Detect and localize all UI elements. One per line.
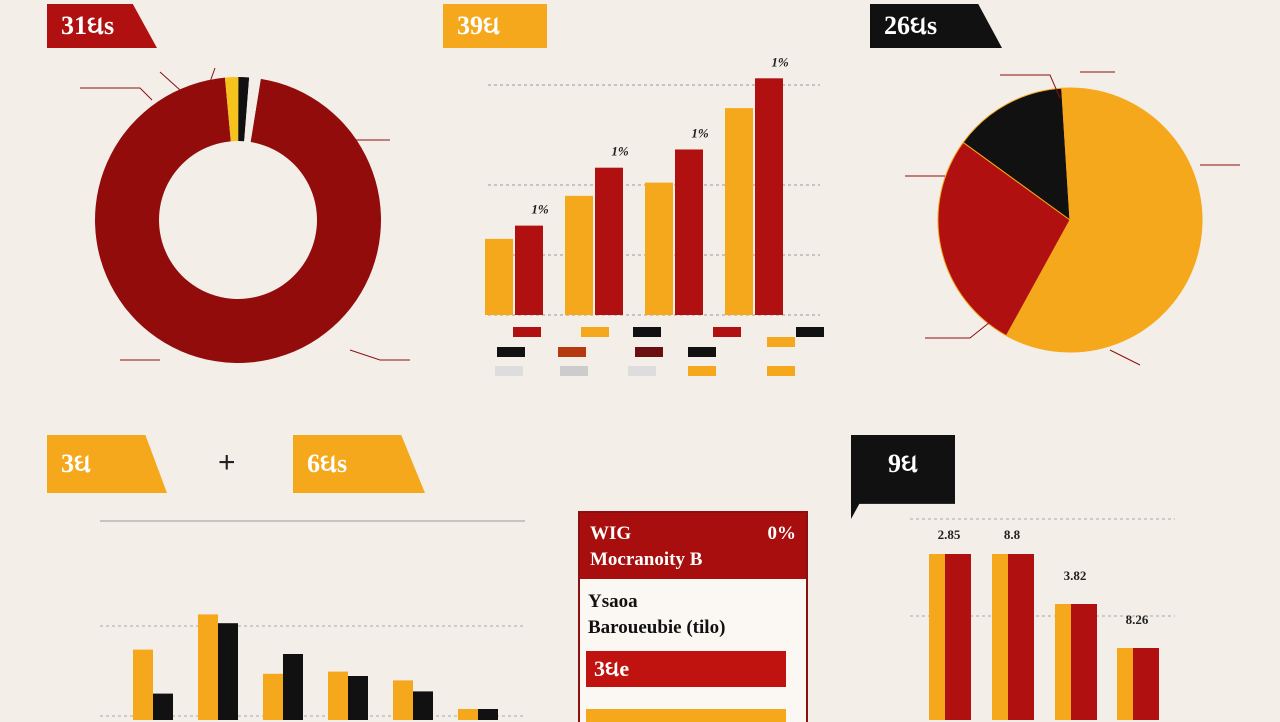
donut-leader-line	[159, 71, 181, 91]
legend-swatch	[688, 347, 716, 357]
bottom-right-bar-chart: 2.85 8.8 3.82 8.26	[910, 518, 1175, 720]
legend-swatch	[558, 347, 586, 357]
legend-swatch	[713, 327, 741, 337]
legend-swatch	[560, 366, 588, 376]
legend-swatch	[688, 366, 716, 376]
bar-data-label: 8.26	[1126, 612, 1149, 627]
pie-leader-line	[1000, 74, 1061, 99]
bar	[725, 108, 753, 315]
panel-head-line2: Mocranoity B	[590, 549, 703, 570]
pie-slice	[962, 87, 1071, 222]
bar	[515, 225, 543, 315]
bar	[755, 78, 783, 315]
bar	[218, 623, 238, 720]
bar-data-label: 1%	[531, 202, 549, 217]
bar	[413, 691, 433, 720]
panel-head-right: 0%	[767, 523, 797, 544]
tag-9: 9ઘ	[851, 435, 955, 519]
bottom-left-bar-chart	[100, 520, 525, 720]
panel-line2: Baroueubie (tilo)	[588, 617, 726, 638]
pie-slice	[1005, 87, 1203, 353]
legend-swatch	[581, 327, 609, 337]
legend-swatch	[633, 327, 661, 337]
legend-swatch	[635, 347, 663, 357]
legend-swatch	[767, 366, 795, 376]
donut-slice	[244, 77, 261, 143]
legend-swatch	[628, 366, 656, 376]
tag-3: 3ઘ	[47, 435, 167, 493]
bar	[675, 149, 703, 315]
pie-slice	[937, 141, 1071, 337]
bar	[595, 167, 623, 315]
bar	[1055, 604, 1071, 720]
legend-swatch	[497, 347, 525, 357]
bar-data-label: 3.82	[1064, 568, 1087, 583]
tag-31: 31ઘs	[47, 4, 157, 48]
bar	[1133, 648, 1159, 720]
pie-slice	[1061, 87, 1071, 221]
bar	[645, 182, 673, 315]
bar-data-label: 8.8	[1004, 527, 1021, 542]
bar	[198, 614, 218, 720]
tag-6: 6ઘs	[293, 435, 425, 493]
plus-sign: +	[218, 446, 236, 479]
bar	[133, 649, 153, 720]
panel-body: Ysaoa Baroueubie (tilo)	[580, 579, 806, 651]
bar	[485, 238, 513, 315]
donut-slice	[95, 77, 382, 363]
bar	[458, 709, 478, 720]
panel-head-left: WIG	[590, 523, 632, 544]
bar	[348, 676, 368, 720]
legend-swatch	[513, 327, 541, 337]
legend-swatch	[767, 337, 795, 347]
pie-leader-line	[1109, 349, 1141, 366]
right-pie-chart	[905, 71, 1240, 366]
donut-slice	[238, 77, 250, 142]
bar	[478, 709, 498, 720]
bar	[992, 554, 1008, 720]
bar	[1071, 604, 1097, 720]
bar-data-label: 2.85	[938, 527, 961, 542]
bar	[945, 554, 971, 720]
bar	[263, 673, 283, 720]
info-panel: WIG 0% Mocranoity B Ysaoa Baroueubie (ti…	[578, 511, 808, 722]
bar	[929, 554, 945, 720]
bar	[283, 654, 303, 720]
tag-39: 39ઘ	[443, 4, 547, 48]
bar	[328, 671, 348, 720]
bar	[1117, 648, 1133, 720]
bar-data-label: 1%	[611, 144, 629, 159]
panel-line1: Ysaoa	[588, 591, 638, 612]
top-bar-chart: 1% 1% 1% 1%	[485, 55, 824, 376]
pie-leader-line	[925, 321, 991, 339]
donut-leader-line	[349, 349, 410, 361]
panel-bar-gold	[586, 709, 786, 722]
panel-header: WIG 0% Mocranoity B	[580, 513, 806, 579]
panel-bar-red: 3ઘe	[586, 651, 786, 687]
legend-swatch	[796, 327, 824, 337]
bar	[1008, 554, 1034, 720]
donut-leader-line	[209, 67, 216, 83]
donut-leader-line	[80, 87, 153, 101]
tag-26: 26ઘs	[870, 4, 1002, 48]
bar	[393, 680, 413, 720]
bar	[565, 195, 593, 315]
donut-slice	[224, 77, 239, 142]
bar	[153, 693, 173, 720]
donut-chart	[80, 67, 410, 363]
bar-data-label: 1%	[691, 125, 709, 140]
bar-data-label: 1%	[771, 55, 789, 69]
legend-swatch	[495, 366, 523, 376]
